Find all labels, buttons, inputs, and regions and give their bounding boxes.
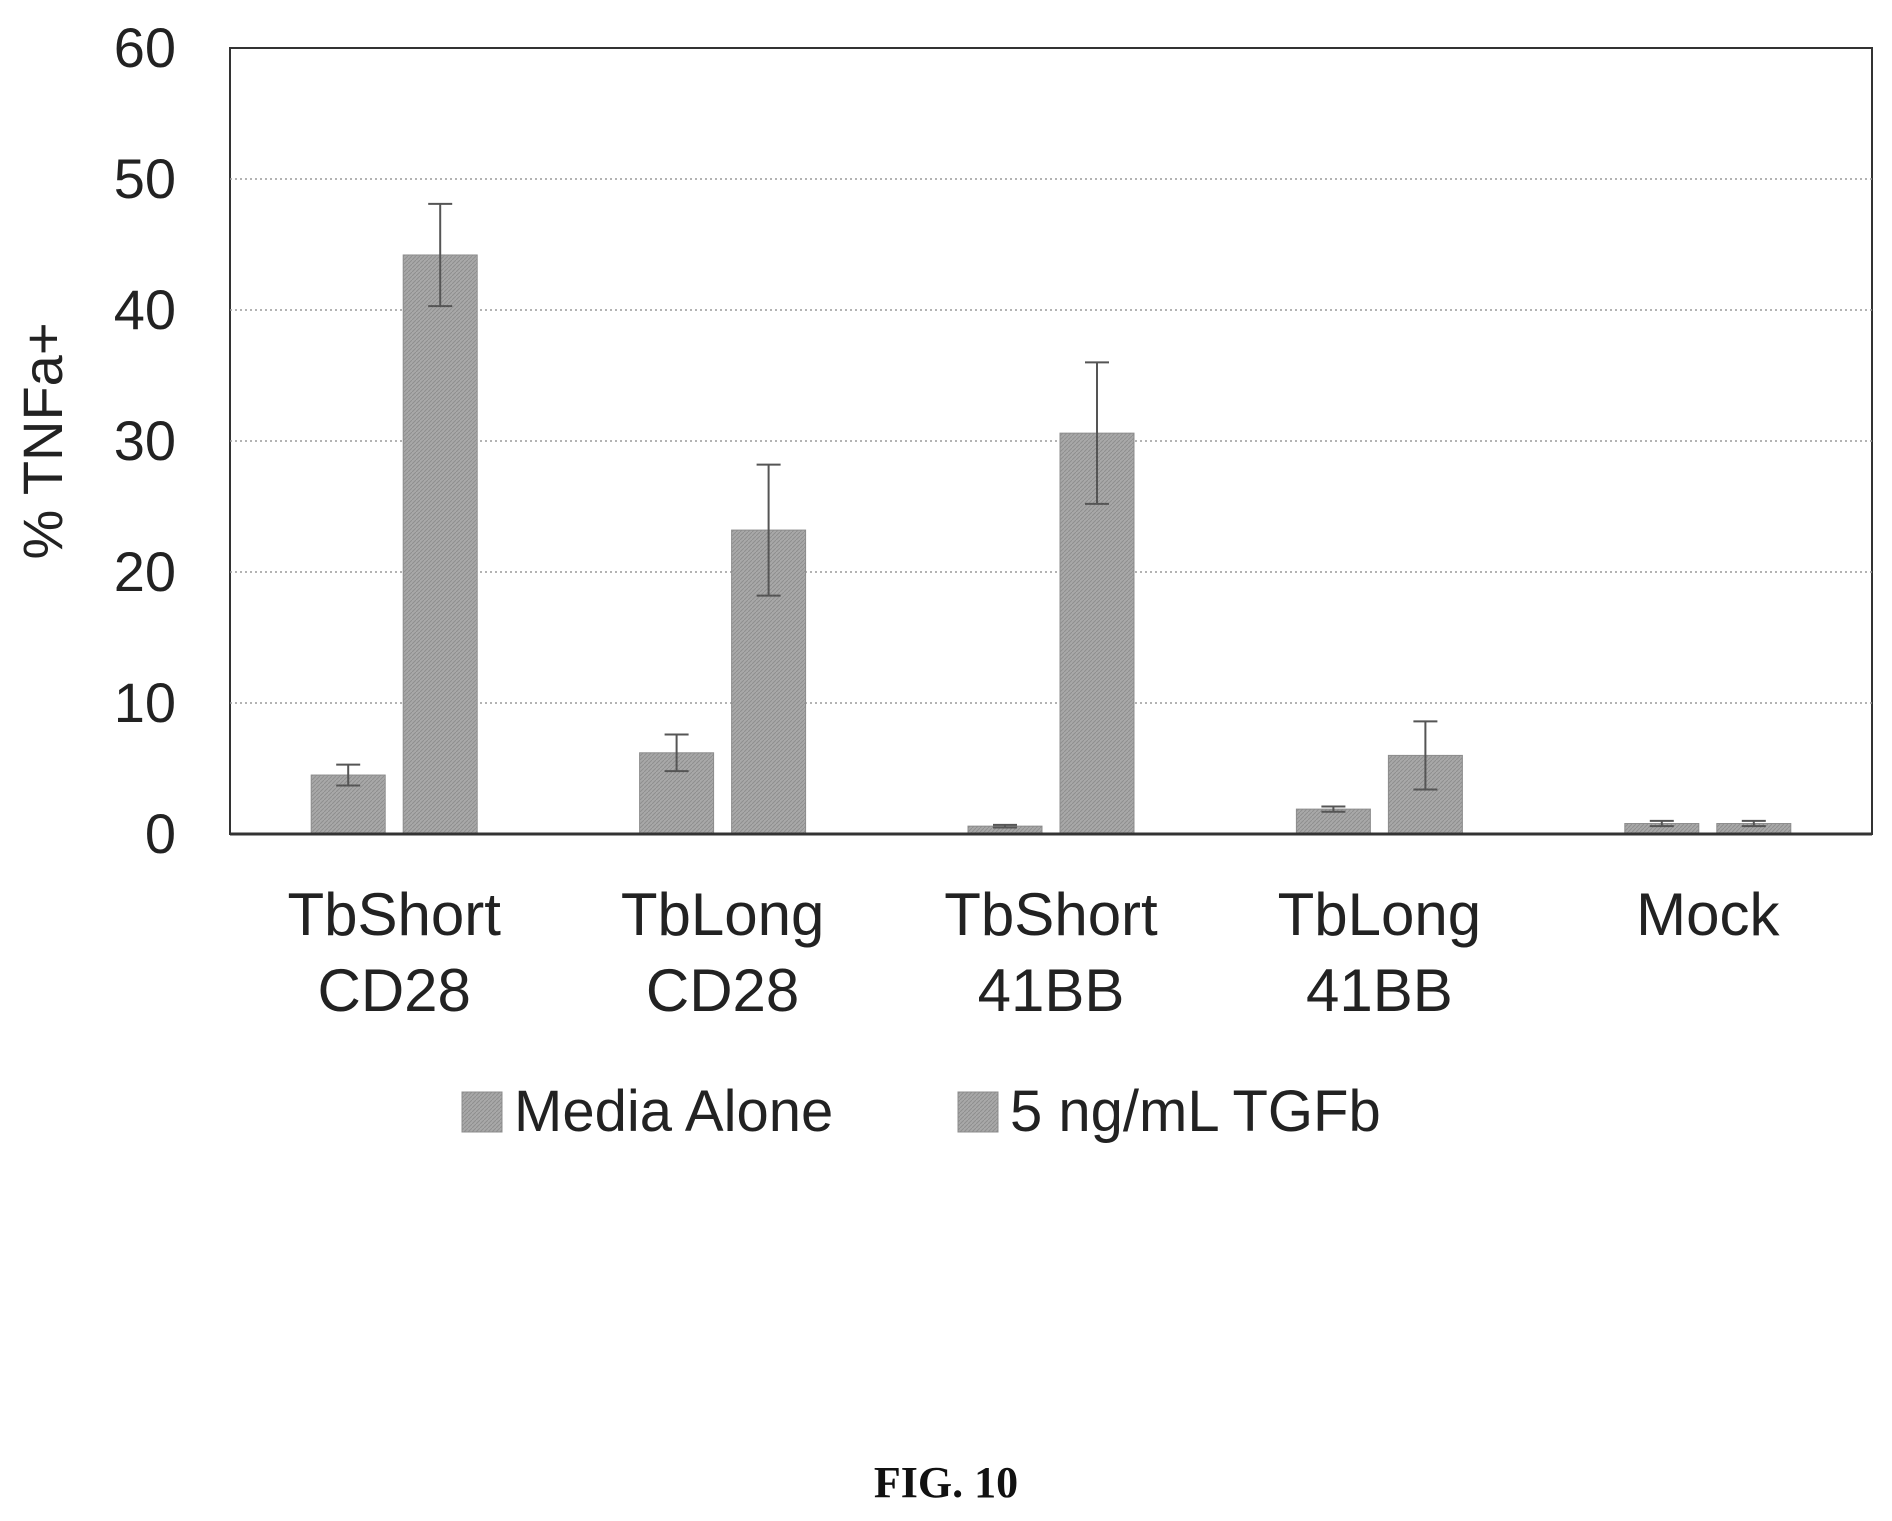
x-category-label: TbLong 41BB [1278, 881, 1482, 1024]
legend: Media Alone 5 ng/mL TGFb [461, 1079, 1381, 1144]
figure-caption: FIG. 10 [874, 1458, 1018, 1507]
x-category-label-line: TbShort [287, 881, 501, 948]
x-category-label-line: 41BB [1306, 957, 1453, 1024]
y-axis-ticks: 0 10 20 30 40 50 60 [114, 16, 176, 865]
gridlines [230, 178, 1872, 704]
x-category-label-line: TbLong [1278, 881, 1482, 948]
x-category-label-line: TbShort [944, 881, 1158, 948]
x-category-label: TbShort 41BB [944, 881, 1158, 1024]
x-category-label-line: CD28 [646, 957, 799, 1024]
y-tick-label: 40 [114, 278, 176, 341]
y-tick-label: 20 [114, 540, 176, 603]
x-category-label: TbLong CD28 [621, 881, 825, 1024]
y-tick-label: 10 [114, 671, 176, 734]
plot-area [229, 47, 1873, 836]
bar [1295, 808, 1371, 835]
y-tick-label: 0 [145, 802, 176, 865]
bar [402, 254, 478, 835]
y-tick-label: 30 [114, 409, 176, 472]
x-axis-category-labels: TbShort CD28 TbLong CD28 TbShort 41BB TbLong 41… [287, 881, 1780, 1024]
error-bars [336, 202, 1766, 829]
x-category-label-line: 41BB [978, 957, 1125, 1024]
x-category-label-line: Mock [1636, 881, 1780, 948]
x-category-label-line: CD28 [317, 957, 470, 1024]
x-category-label-line: TbLong [621, 881, 825, 948]
y-tick-label: 60 [114, 16, 176, 79]
legend-swatch [957, 1091, 999, 1133]
legend-label: Media Alone [514, 1079, 833, 1144]
y-axis-title: % TNFa+ [11, 322, 74, 559]
legend-swatch [461, 1091, 503, 1133]
x-category-label: TbShort CD28 [287, 881, 501, 1024]
bars [310, 254, 1792, 835]
legend-label: 5 ng/mL TGFb [1010, 1079, 1381, 1144]
y-tick-label: 50 [114, 147, 176, 210]
x-category-label: Mock [1636, 881, 1780, 948]
